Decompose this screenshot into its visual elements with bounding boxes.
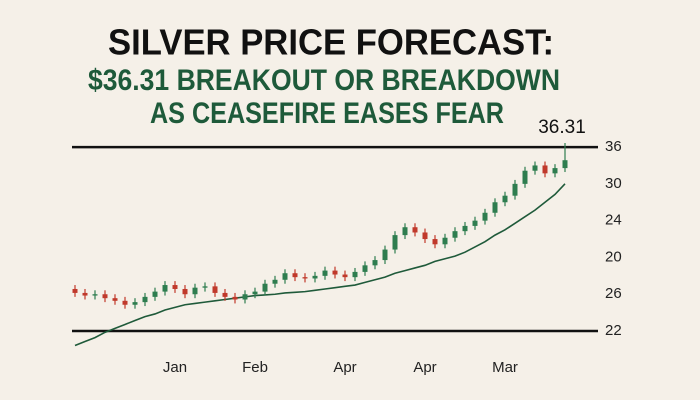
chart-subtitle: AS CEASEFIRE EASES FEAR (150, 97, 504, 130)
candle-body (352, 271, 358, 278)
candle-body (122, 300, 128, 305)
candle-body (212, 286, 218, 293)
candle-body (252, 291, 258, 295)
y-axis-label: 36 (605, 138, 622, 155)
candle-body (102, 294, 108, 299)
candle-body (282, 273, 288, 280)
x-tick-label: Feb (242, 359, 268, 376)
y-axis-label: 24 (605, 212, 622, 229)
candle-body (342, 274, 348, 278)
candle-body (452, 231, 458, 238)
x-tick-label: Jan (163, 359, 187, 376)
candle-body (242, 294, 248, 300)
candle-body (542, 165, 548, 174)
candle-body (72, 288, 78, 293)
candle-body (292, 273, 298, 278)
candle-body (402, 227, 408, 236)
candle-body (442, 237, 448, 245)
y-axis-label: 20 (605, 248, 622, 265)
y-axis-label: 30 (605, 175, 622, 192)
candle-body (362, 265, 368, 272)
candle-body (262, 283, 268, 292)
price-annotation: 36.31 (538, 117, 586, 138)
candle-body (142, 296, 148, 303)
y-axis-label: 22 (605, 322, 622, 339)
candle-body (502, 195, 508, 203)
x-tick-label: Apr (413, 359, 436, 376)
chart-subtitle: $36.31 BREAKOUT OR BREAKDOWN (88, 64, 560, 97)
candle-body (462, 225, 468, 232)
candle-body (382, 249, 388, 261)
candle-body (172, 285, 178, 289)
candle-body (132, 302, 138, 305)
candle-body (192, 287, 198, 295)
candle-body (492, 202, 498, 213)
candle-body (202, 286, 208, 288)
candle-body (412, 227, 418, 233)
candle-body (272, 279, 278, 284)
candle-body (312, 275, 318, 279)
candle-body (302, 277, 308, 279)
candle-body (422, 232, 428, 240)
candle-body (522, 170, 528, 184)
candle-body (82, 292, 88, 296)
candle-body (482, 212, 488, 221)
candle-body (232, 296, 238, 300)
candle-body (392, 235, 398, 250)
candle-body (322, 270, 328, 276)
candle-body (432, 239, 438, 245)
candle-body (92, 294, 98, 296)
x-tick-label: Apr (333, 359, 356, 376)
candle-body (562, 160, 568, 169)
candle-body (222, 292, 228, 297)
x-tick-label: Mar (492, 359, 518, 376)
chart-title: SILVER PRICE FORECAST: (108, 22, 554, 63)
candle-body (332, 270, 338, 275)
candle-body (532, 165, 538, 171)
candle-body (472, 220, 478, 226)
moving-average (74, 183, 566, 347)
candle-body (512, 183, 518, 196)
y-axis-label: 26 (605, 285, 622, 302)
candle-body (372, 260, 378, 266)
candle-body (152, 291, 158, 297)
candle-body (182, 288, 188, 295)
candle-body (112, 298, 118, 301)
candle-body (552, 168, 558, 174)
candle-body (162, 285, 168, 292)
